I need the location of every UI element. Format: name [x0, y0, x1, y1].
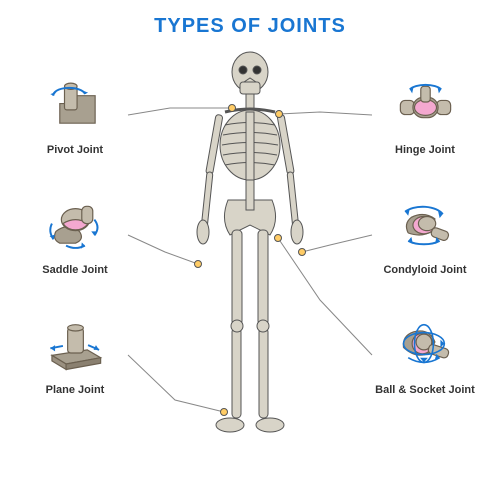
condyloid-joint-icon — [393, 200, 458, 255]
joint-hinge: Hinge Joint — [370, 80, 480, 156]
body-marker — [298, 248, 306, 256]
joint-label: Hinge Joint — [370, 144, 480, 156]
pivot-joint-icon — [43, 80, 108, 135]
joint-pivot: Pivot Joint — [20, 80, 130, 156]
joint-label: Saddle Joint — [20, 264, 130, 276]
body-marker — [274, 234, 282, 242]
joint-label: Condyloid Joint — [370, 264, 480, 276]
body-marker — [275, 110, 283, 118]
ball-socket-joint-icon — [393, 320, 458, 375]
joint-label: Ball & Socket Joint — [370, 384, 480, 396]
joint-label: Pivot Joint — [20, 144, 130, 156]
joint-label: Plane Joint — [20, 384, 130, 396]
joint-plane: Plane Joint — [20, 320, 130, 396]
joint-condyloid: Condyloid Joint — [370, 200, 480, 276]
plane-joint-icon — [43, 320, 108, 375]
saddle-joint-icon — [43, 200, 108, 255]
joint-saddle: Saddle Joint — [20, 200, 130, 276]
joint-ball-socket: Ball & Socket Joint — [370, 320, 480, 396]
body-marker — [228, 104, 236, 112]
body-marker — [220, 408, 228, 416]
page-title: TYPES OF JOINTS — [0, 15, 500, 38]
body-marker — [194, 260, 202, 268]
hinge-joint-icon — [393, 80, 458, 135]
